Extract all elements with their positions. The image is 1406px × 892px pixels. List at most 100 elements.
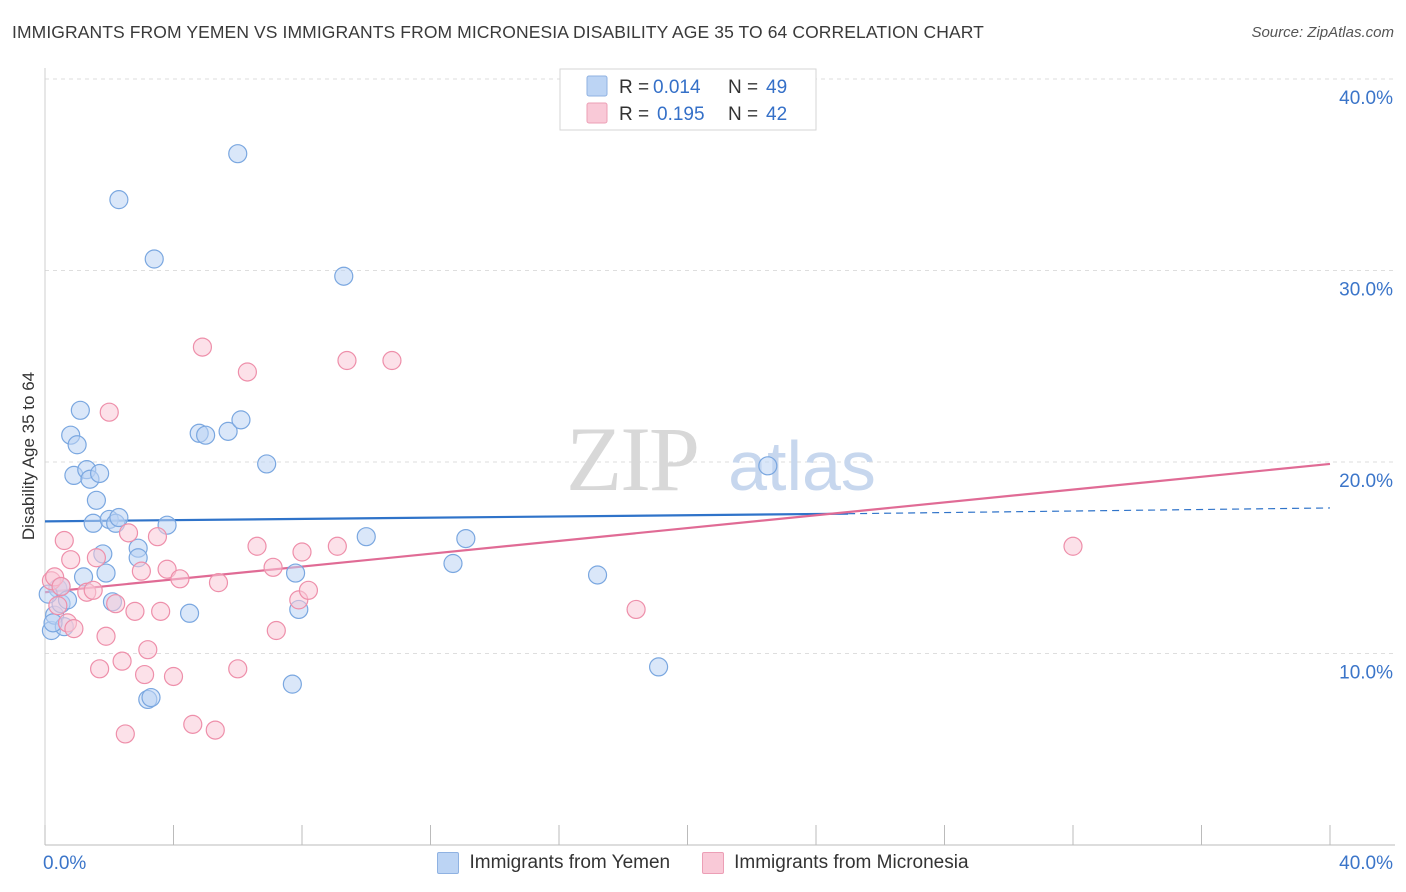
point-s1-32 xyxy=(237,362,257,382)
legend-swatch-pink xyxy=(702,852,725,874)
trend-lines xyxy=(44,462,1331,594)
point-s1-3 xyxy=(51,576,71,597)
trend-line-1 xyxy=(44,462,1331,594)
point-s1-21 xyxy=(138,640,158,660)
point-s1-31 xyxy=(228,659,248,679)
point-s1-43 xyxy=(1063,536,1083,556)
point-s1-4 xyxy=(54,530,74,551)
point-s0-37 xyxy=(282,674,302,694)
point-s1-37 xyxy=(292,542,312,562)
x-tick-label-1: 40.0% xyxy=(1339,853,1393,874)
legend-n-label-micronesia: N = xyxy=(728,104,758,125)
y-axis-label: Disability Age 35 to 64 xyxy=(19,372,38,540)
point-s0-10 xyxy=(70,400,90,420)
watermark-zip: ZIP xyxy=(566,408,698,510)
series-legend: Immigrants from Yemen Immigrants from Mi… xyxy=(0,852,1406,874)
point-s1-9 xyxy=(83,580,103,600)
legend-item-yemen: Immigrants from Yemen xyxy=(437,852,670,874)
trend-line-dashed-0 xyxy=(848,507,1331,515)
stats-legend: R = 0.014 N = 49 R = 0.195 N = 42 xyxy=(559,68,817,131)
point-s0-15 xyxy=(86,490,107,510)
point-s1-2 xyxy=(48,596,68,616)
legend-n-value-micronesia: 42 xyxy=(766,104,787,125)
point-s0-32 xyxy=(196,425,216,445)
axes xyxy=(44,68,1395,846)
point-s1-17 xyxy=(118,523,139,543)
point-s1-15 xyxy=(112,651,132,671)
point-s1-30 xyxy=(208,573,229,593)
point-s1-33 xyxy=(247,536,267,556)
point-s1-20 xyxy=(134,664,155,685)
point-s0-33 xyxy=(218,421,238,441)
point-s1-10 xyxy=(86,548,107,568)
point-s1-16 xyxy=(115,724,135,744)
point-s0-22 xyxy=(109,507,129,528)
legend-label-micronesia: Immigrants from Micronesia xyxy=(734,852,969,873)
legend-r-label-micronesia: R = xyxy=(619,104,649,125)
point-s1-11 xyxy=(90,659,110,679)
point-s1-39 xyxy=(327,536,347,556)
point-s0-23 xyxy=(109,190,129,210)
point-s1-24 xyxy=(157,559,177,579)
point-s1-22 xyxy=(147,527,168,547)
data-points xyxy=(38,144,1083,744)
point-s0-27 xyxy=(141,687,161,708)
legend-n-label-yemen: N = xyxy=(728,77,758,98)
point-s0-46 xyxy=(758,456,778,476)
watermark: ZIP atlas xyxy=(566,408,876,510)
watermark-atlas: atlas xyxy=(728,427,876,505)
x-tick-labels: 0.0% 40.0% xyxy=(43,853,1393,874)
point-s0-40 xyxy=(334,266,354,286)
y-tick-label-3: 40.0% xyxy=(1339,88,1393,109)
x-tick-label-0: 0.0% xyxy=(43,853,86,874)
y-tick-label-1: 20.0% xyxy=(1339,471,1393,492)
legend-label-yemen: Immigrants from Yemen xyxy=(469,852,671,873)
point-s1-7 xyxy=(64,619,84,639)
legend-n-value-yemen: 49 xyxy=(766,77,787,98)
chart-title: IMMIGRANTS FROM YEMEN VS IMMIGRANTS FROM… xyxy=(12,22,984,42)
chart-source: Source: ZipAtlas.com xyxy=(1251,24,1394,41)
point-s1-29 xyxy=(205,720,225,740)
point-s0-16 xyxy=(90,463,110,484)
y-tick-label-0: 10.0% xyxy=(1339,663,1393,684)
legend-r-value-yemen: 0.014 xyxy=(653,77,701,98)
legend-swatch-micronesia xyxy=(586,102,608,124)
point-s0-9 xyxy=(67,435,87,455)
legend-swatch-yemen xyxy=(586,75,608,97)
legend-item-micronesia: Immigrants from Micronesia xyxy=(702,852,969,874)
legend-r-value-micronesia: 0.195 xyxy=(657,104,705,125)
point-s1-28 xyxy=(192,337,213,357)
point-s1-18 xyxy=(125,601,145,621)
point-s1-41 xyxy=(382,350,402,371)
point-s0-18 xyxy=(96,563,116,583)
point-s0-34 xyxy=(228,144,248,164)
point-s1-42 xyxy=(626,599,646,620)
point-s0-14 xyxy=(83,513,103,533)
point-s1-40 xyxy=(337,350,357,371)
point-s0-44 xyxy=(587,565,608,585)
point-s1-6 xyxy=(61,550,81,570)
point-s0-42 xyxy=(443,553,463,574)
legend-swatch-blue xyxy=(437,852,460,874)
point-s0-45 xyxy=(648,657,669,677)
point-s1-27 xyxy=(183,714,203,734)
point-s1-14 xyxy=(106,594,126,614)
point-s1-23 xyxy=(151,601,171,621)
point-s1-12 xyxy=(96,626,116,646)
point-s0-43 xyxy=(456,528,476,549)
point-s0-35 xyxy=(231,410,251,430)
point-s1-34 xyxy=(263,557,283,577)
trend-line-0 xyxy=(44,512,849,523)
point-s1-13 xyxy=(99,402,119,422)
y-tick-labels: 10.0% 20.0% 30.0% 40.0% xyxy=(1339,88,1393,684)
point-s1-19 xyxy=(131,561,151,581)
legend-r-label-yemen: R = xyxy=(619,77,649,98)
point-s1-35 xyxy=(266,620,286,641)
point-s1-25 xyxy=(163,666,184,687)
point-s1-38 xyxy=(298,580,319,600)
point-s0-38 xyxy=(285,563,306,583)
point-s0-30 xyxy=(179,603,200,623)
y-tick-label-2: 30.0% xyxy=(1339,280,1393,301)
point-s1-26 xyxy=(170,569,190,589)
